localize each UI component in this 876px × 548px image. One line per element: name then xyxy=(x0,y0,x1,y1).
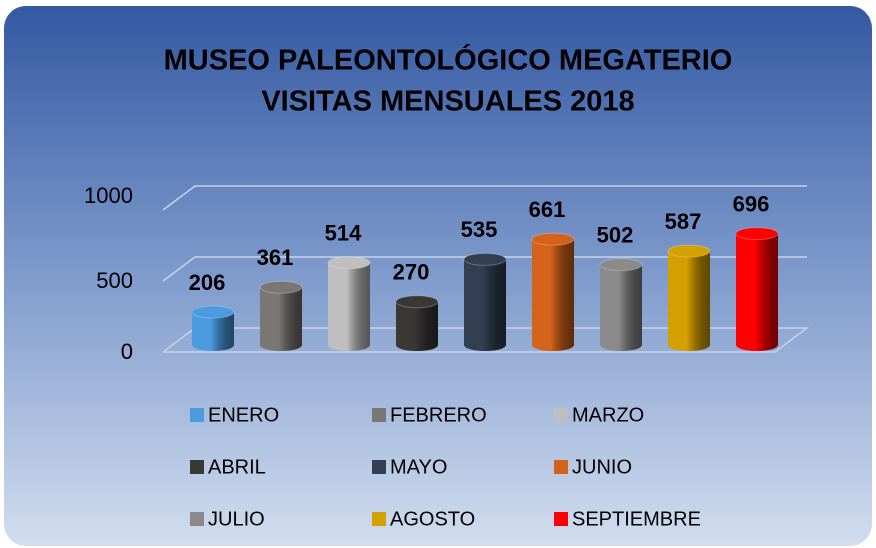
data-label: 661 xyxy=(529,197,566,222)
legend-label: JUNIO xyxy=(572,456,632,478)
data-label: 502 xyxy=(597,222,634,247)
legend-swatch xyxy=(190,512,204,526)
data-label: 696 xyxy=(733,191,770,216)
bar-top xyxy=(259,280,303,294)
grid-line xyxy=(162,185,807,211)
bar-top xyxy=(327,256,371,270)
bar-top xyxy=(395,295,439,309)
data-label: 587 xyxy=(665,209,702,234)
bar-top xyxy=(667,244,711,258)
bar-shade xyxy=(464,259,506,345)
data-label: 361 xyxy=(257,245,294,270)
legend-label: JULIO xyxy=(208,508,265,530)
legend-swatch xyxy=(554,460,568,474)
y-tick-label: 500 xyxy=(96,268,133,293)
chart-background xyxy=(4,6,872,546)
bar-shade xyxy=(328,262,370,345)
bar-shade xyxy=(260,287,302,345)
legend-label: MARZO xyxy=(572,404,644,426)
bar-shade xyxy=(600,264,642,345)
data-label: 270 xyxy=(393,260,430,285)
bar-top xyxy=(191,305,235,319)
legend-swatch xyxy=(554,512,568,526)
data-label: 514 xyxy=(325,221,362,246)
legend-label: AGOSTO xyxy=(390,508,475,530)
bar-top xyxy=(531,232,575,246)
bar-top xyxy=(599,258,643,272)
legend-label: ENERO xyxy=(208,404,279,426)
legend-swatch xyxy=(190,408,204,422)
legend-swatch xyxy=(372,408,386,422)
legend-swatch xyxy=(372,512,386,526)
chart-title: MUSEO PALEONTOLÓGICO MEGATERIO xyxy=(164,43,733,77)
data-label: 206 xyxy=(189,270,226,295)
bar-shade xyxy=(736,233,778,345)
legend-swatch xyxy=(554,408,568,422)
legend-label: FEBRERO xyxy=(390,404,487,426)
bar-shade xyxy=(532,239,574,345)
bar-shade xyxy=(396,301,438,345)
grid-line xyxy=(162,327,810,353)
legend-label: MAYO xyxy=(390,456,447,478)
data-label: 535 xyxy=(461,217,498,242)
bar-top xyxy=(463,252,507,266)
legend-label: SEPTIEMBRE xyxy=(572,508,701,530)
y-tick-label: 0 xyxy=(121,339,133,364)
legend-swatch xyxy=(372,460,386,474)
chart-subtitle: VISITAS MENSUALES 2018 xyxy=(261,86,634,118)
grid-line xyxy=(162,256,807,282)
bar-top xyxy=(735,227,779,241)
y-tick-label: 1000 xyxy=(84,183,133,208)
legend-swatch xyxy=(190,460,204,474)
bar-shade xyxy=(668,251,710,345)
legend-label: ABRIL xyxy=(208,456,266,478)
